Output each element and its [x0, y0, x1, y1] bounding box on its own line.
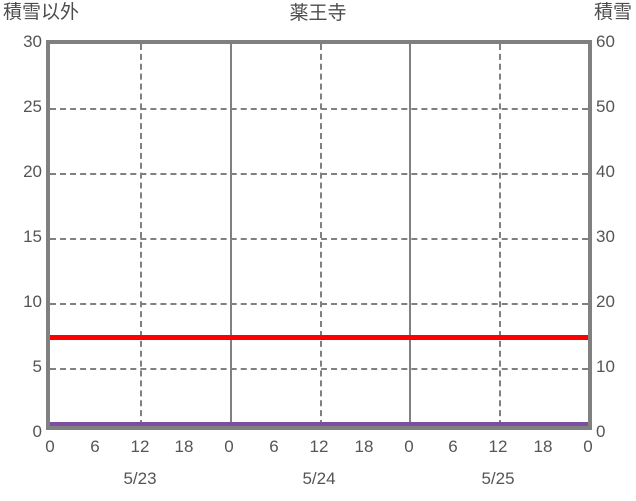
x-tick: 12 — [488, 437, 508, 456]
series-line-other — [50, 334, 588, 340]
gridline-vertical-dashed — [320, 44, 322, 426]
gridline-horizontal — [50, 173, 588, 175]
left-tick: 20 — [23, 162, 42, 181]
left-axis-ticks: 30 25 20 15 10 5 0 — [0, 0, 42, 501]
right-tick: 40 — [596, 162, 615, 181]
right-tick: 60 — [596, 32, 615, 51]
gridline-horizontal — [50, 368, 588, 370]
right-axis-ticks: 60 50 40 30 20 10 0 — [596, 0, 636, 501]
x-tick: 6 — [90, 437, 100, 456]
gridline-vertical-dashed — [140, 44, 142, 426]
gridline-horizontal — [50, 303, 588, 305]
plot-inner — [50, 44, 588, 426]
left-tick: 15 — [23, 227, 42, 246]
x-day-label: 5/24 — [302, 469, 336, 488]
x-tick: 12 — [309, 437, 329, 456]
right-tick: 20 — [596, 292, 615, 311]
left-tick: 10 — [23, 292, 42, 311]
x-tick: 6 — [269, 437, 279, 456]
right-tick: 0 — [596, 422, 606, 441]
right-tick: 30 — [596, 227, 615, 246]
x-day-label: 5/23 — [123, 469, 157, 488]
x-tick: 0 — [404, 437, 414, 456]
chart-title: 薬王寺 — [289, 3, 347, 24]
right-tick: 50 — [596, 97, 615, 116]
x-tick: 6 — [448, 437, 458, 456]
x-day-label: 5/25 — [481, 469, 515, 488]
left-tick: 30 — [23, 32, 42, 51]
x-tick: 0 — [224, 437, 234, 456]
gridline-vertical-dashed — [499, 44, 501, 426]
x-tick: 0 — [45, 437, 55, 456]
right-tick: 10 — [596, 357, 615, 376]
left-tick: 0 — [32, 422, 42, 441]
left-tick: 25 — [23, 97, 42, 116]
gridline-horizontal — [50, 238, 588, 240]
x-tick: 12 — [130, 437, 150, 456]
x-tick: 18 — [533, 437, 553, 456]
plot-area — [46, 40, 592, 430]
x-tick: 18 — [354, 437, 374, 456]
x-tick: 0 — [583, 437, 593, 456]
left-axis-label: 積雪以外 — [3, 2, 80, 23]
left-tick: 5 — [32, 357, 42, 376]
gridline-vertical-day — [409, 44, 411, 426]
gridline-horizontal — [50, 108, 588, 110]
series-line-snow — [50, 422, 588, 426]
gridline-vertical-day — [230, 44, 232, 426]
x-tick: 18 — [174, 437, 194, 456]
right-axis-label: 積雪 — [593, 2, 632, 23]
